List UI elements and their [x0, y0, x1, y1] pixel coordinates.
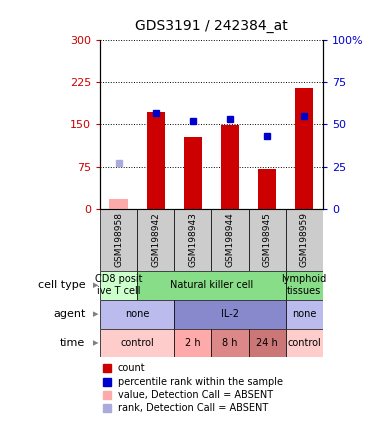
Text: GSM198943: GSM198943	[188, 212, 197, 267]
Bar	[286, 300, 323, 329]
Text: percentile rank within the sample: percentile rank within the sample	[118, 377, 283, 387]
Bar	[147, 112, 165, 209]
Bar	[100, 329, 174, 357]
Text: 2 h: 2 h	[185, 338, 201, 348]
Bar	[249, 329, 286, 357]
Text: IL-2: IL-2	[221, 309, 239, 319]
Text: GSM198959: GSM198959	[300, 212, 309, 267]
Bar	[109, 198, 128, 209]
Bar	[100, 209, 137, 271]
Bar	[249, 209, 286, 271]
Bar	[174, 209, 211, 271]
Text: control: control	[288, 338, 321, 348]
Bar	[174, 300, 286, 329]
Bar	[100, 300, 174, 329]
Text: count: count	[118, 363, 145, 373]
Text: none: none	[125, 309, 150, 319]
Bar	[258, 169, 276, 209]
Text: control: control	[121, 338, 154, 348]
Bar	[137, 271, 286, 300]
Text: cell type: cell type	[38, 280, 85, 290]
Text: none: none	[292, 309, 316, 319]
Text: 24 h: 24 h	[256, 338, 278, 348]
Bar	[286, 271, 323, 300]
Text: GSM198958: GSM198958	[114, 212, 123, 267]
Text: value, Detection Call = ABSENT: value, Detection Call = ABSENT	[118, 390, 273, 400]
Bar	[137, 209, 174, 271]
Text: Natural killer cell: Natural killer cell	[170, 280, 253, 290]
Text: GSM198945: GSM198945	[263, 212, 272, 267]
Bar	[211, 329, 249, 357]
Text: rank, Detection Call = ABSENT: rank, Detection Call = ABSENT	[118, 403, 268, 413]
Text: GSM198944: GSM198944	[226, 212, 234, 267]
Bar	[174, 329, 211, 357]
Text: CD8 posit
ive T cell: CD8 posit ive T cell	[95, 274, 142, 296]
Bar	[295, 88, 313, 209]
Text: agent: agent	[53, 309, 85, 319]
Text: GDS3191 / 242384_at: GDS3191 / 242384_at	[135, 19, 288, 33]
Text: lymphoid
tissues: lymphoid tissues	[282, 274, 327, 296]
Text: GSM198942: GSM198942	[151, 212, 160, 267]
Bar	[100, 271, 137, 300]
Bar	[286, 209, 323, 271]
Bar	[211, 209, 249, 271]
Text: 8 h: 8 h	[222, 338, 238, 348]
Bar	[184, 137, 202, 209]
Bar	[286, 329, 323, 357]
Bar	[221, 126, 239, 209]
Text: time: time	[60, 338, 85, 348]
